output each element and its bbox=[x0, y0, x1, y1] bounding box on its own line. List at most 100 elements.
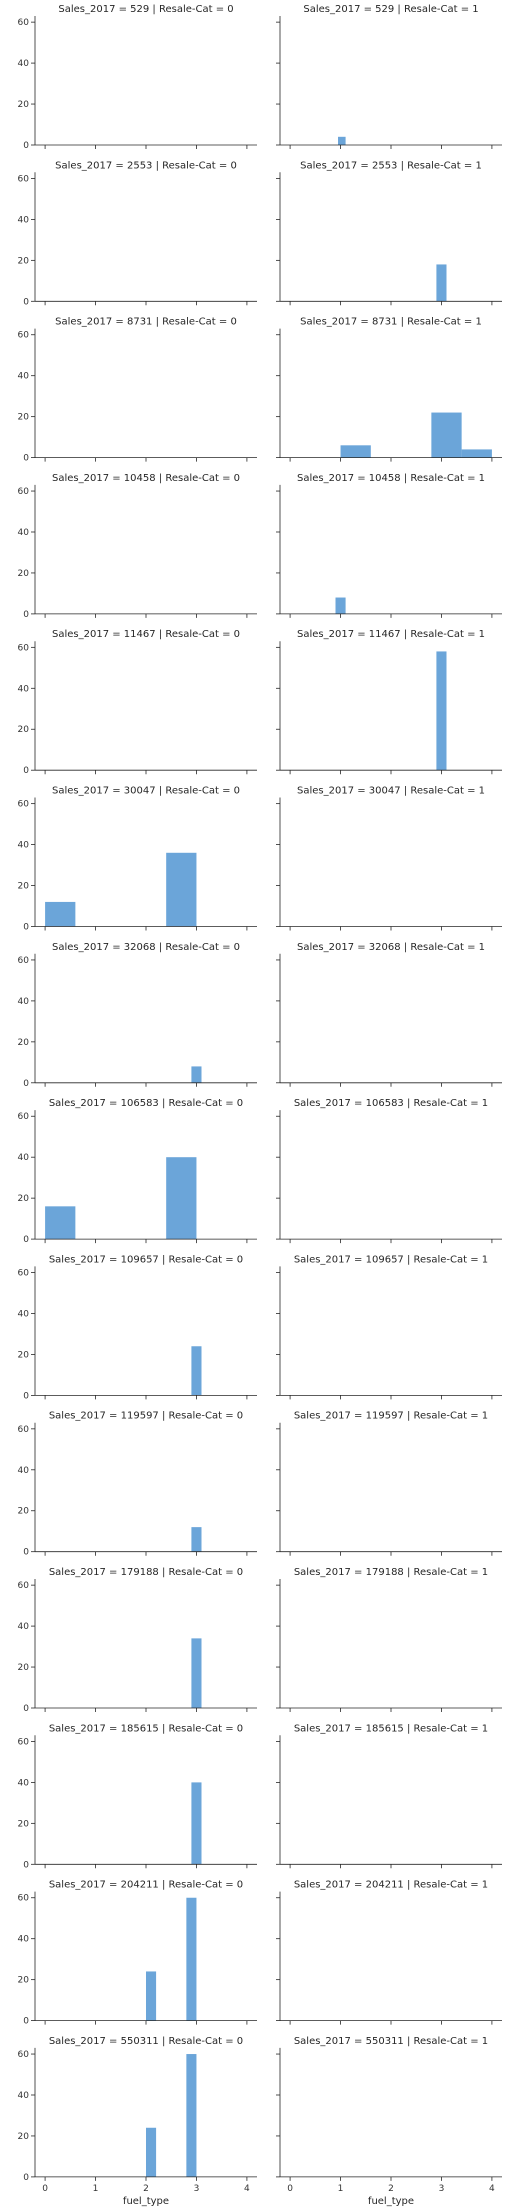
histogram-bar bbox=[461, 449, 492, 458]
histogram-bar bbox=[146, 1971, 157, 2021]
y-tick-label: 0 bbox=[23, 1391, 29, 1401]
histogram-bar bbox=[166, 852, 197, 927]
y-tick-label: 20 bbox=[18, 1038, 30, 1048]
panel-title: Sales_2017 = 185615 | Resale-Cat = 1 bbox=[294, 1723, 488, 1734]
panel-title: Sales_2017 = 30047 | Resale-Cat = 1 bbox=[297, 786, 485, 797]
x-tick-label: 1 bbox=[338, 2184, 344, 2194]
x-tick-label: 1 bbox=[93, 2184, 99, 2194]
y-tick-label: 20 bbox=[18, 882, 30, 892]
y-tick-label: 60 bbox=[18, 1737, 30, 1747]
y-tick-label: 40 bbox=[18, 1466, 30, 1476]
panel-title: Sales_2017 = 8731 | Resale-Cat = 1 bbox=[300, 317, 482, 328]
panel-title: Sales_2017 = 10458 | Resale-Cat = 1 bbox=[297, 473, 485, 484]
panel-title: Sales_2017 = 8731 | Resale-Cat = 0 bbox=[55, 317, 237, 328]
y-tick-label: 0 bbox=[23, 297, 29, 307]
y-tick-label: 0 bbox=[23, 141, 29, 151]
x-tick-label: 0 bbox=[42, 2184, 48, 2194]
y-tick-label: 0 bbox=[23, 1860, 29, 1870]
y-tick-label: 20 bbox=[18, 100, 30, 110]
y-tick-label: 60 bbox=[18, 1269, 30, 1279]
y-tick-label: 0 bbox=[23, 923, 29, 933]
x-tick-label: 3 bbox=[439, 2184, 445, 2194]
panel-title: Sales_2017 = 119597 | Resale-Cat = 0 bbox=[49, 1411, 243, 1422]
histogram-bar bbox=[191, 1782, 202, 1865]
x-axis-label: fuel_type bbox=[368, 2196, 414, 2207]
x-tick-label: 2 bbox=[388, 2184, 394, 2194]
histogram-bar bbox=[191, 1527, 202, 1552]
y-tick-label: 60 bbox=[18, 1425, 30, 1435]
panel-title: Sales_2017 = 550311 | Resale-Cat = 0 bbox=[49, 2036, 243, 2047]
histogram-bar bbox=[166, 1157, 197, 1240]
x-tick-label: 2 bbox=[143, 2184, 149, 2194]
y-tick-label: 20 bbox=[18, 256, 30, 266]
panel-title: Sales_2017 = 179188 | Resale-Cat = 0 bbox=[49, 1567, 243, 1578]
y-tick-label: 0 bbox=[23, 1079, 29, 1089]
histogram-bar bbox=[45, 901, 76, 927]
histogram-bar bbox=[191, 1066, 202, 1083]
panel-title: Sales_2017 = 529 | Resale-Cat = 1 bbox=[303, 4, 478, 15]
x-axis-label: fuel_type bbox=[123, 2196, 169, 2207]
histogram-bar bbox=[191, 1346, 202, 1396]
y-tick-label: 0 bbox=[23, 2017, 29, 2027]
panel-title: Sales_2017 = 109657 | Resale-Cat = 0 bbox=[49, 1254, 243, 1265]
y-tick-label: 0 bbox=[23, 454, 29, 464]
panel-title: Sales_2017 = 204211 | Resale-Cat = 0 bbox=[49, 1880, 243, 1891]
y-tick-label: 20 bbox=[18, 1663, 30, 1673]
histogram-bar bbox=[186, 2054, 197, 2177]
y-tick-label: 60 bbox=[18, 1112, 30, 1122]
y-tick-label: 40 bbox=[18, 1153, 30, 1163]
panel-title: Sales_2017 = 30047 | Resale-Cat = 0 bbox=[52, 786, 240, 797]
y-tick-label: 40 bbox=[18, 997, 30, 1007]
y-tick-label: 0 bbox=[23, 766, 29, 776]
histogram-bar bbox=[436, 651, 447, 771]
histogram-bar bbox=[335, 597, 346, 614]
panel-title: Sales_2017 = 204211 | Resale-Cat = 1 bbox=[294, 1880, 488, 1891]
y-tick-label: 40 bbox=[18, 2091, 30, 2101]
panel-title: Sales_2017 = 10458 | Resale-Cat = 0 bbox=[52, 473, 240, 484]
panel-title: Sales_2017 = 2553 | Resale-Cat = 1 bbox=[300, 160, 482, 171]
y-tick-label: 60 bbox=[18, 487, 30, 497]
y-tick-label: 20 bbox=[18, 1976, 30, 1986]
y-tick-label: 40 bbox=[18, 1778, 30, 1788]
y-tick-label: 20 bbox=[18, 1819, 30, 1829]
y-tick-label: 0 bbox=[23, 610, 29, 620]
y-tick-label: 20 bbox=[18, 1507, 30, 1517]
panel-title: Sales_2017 = 11467 | Resale-Cat = 1 bbox=[297, 629, 485, 640]
y-tick-label: 20 bbox=[18, 569, 30, 579]
y-tick-label: 20 bbox=[18, 2132, 30, 2142]
panel-title: Sales_2017 = 106583 | Resale-Cat = 1 bbox=[294, 1098, 488, 1109]
y-tick-label: 60 bbox=[18, 18, 30, 28]
y-tick-label: 40 bbox=[18, 215, 30, 225]
panel-title: Sales_2017 = 185615 | Resale-Cat = 0 bbox=[49, 1723, 243, 1734]
y-tick-label: 0 bbox=[23, 1704, 29, 1714]
panel-title: Sales_2017 = 11467 | Resale-Cat = 0 bbox=[52, 629, 240, 640]
histogram-bar bbox=[186, 1897, 197, 2021]
y-tick-label: 60 bbox=[18, 1581, 30, 1591]
x-tick-label: 4 bbox=[489, 2184, 495, 2194]
y-tick-label: 40 bbox=[18, 59, 30, 69]
histogram-bar bbox=[45, 1206, 76, 1240]
panel-title: Sales_2017 = 32068 | Resale-Cat = 0 bbox=[52, 942, 240, 953]
y-tick-label: 20 bbox=[18, 725, 30, 735]
panel-title: Sales_2017 = 106583 | Resale-Cat = 0 bbox=[49, 1098, 243, 1109]
panel-title: Sales_2017 = 32068 | Resale-Cat = 1 bbox=[297, 942, 485, 953]
x-tick-label: 4 bbox=[244, 2184, 250, 2194]
histogram-bar bbox=[340, 445, 371, 458]
y-tick-label: 60 bbox=[18, 643, 30, 653]
y-tick-label: 40 bbox=[18, 841, 30, 851]
histogram-bar bbox=[436, 264, 447, 302]
panel-title: Sales_2017 = 550311 | Resale-Cat = 1 bbox=[294, 2036, 488, 2047]
panel-title: Sales_2017 = 119597 | Resale-Cat = 1 bbox=[294, 1411, 488, 1422]
x-tick-label: 3 bbox=[194, 2184, 200, 2194]
histogram-bar bbox=[191, 1638, 202, 1708]
y-tick-label: 20 bbox=[18, 413, 30, 423]
y-tick-label: 40 bbox=[18, 1622, 30, 1632]
histogram-bar bbox=[338, 136, 346, 145]
panel-title: Sales_2017 = 109657 | Resale-Cat = 1 bbox=[294, 1254, 488, 1265]
panel-title: Sales_2017 = 529 | Resale-Cat = 0 bbox=[58, 4, 233, 15]
y-tick-label: 40 bbox=[18, 684, 30, 694]
y-tick-label: 40 bbox=[18, 1309, 30, 1319]
y-tick-label: 40 bbox=[18, 372, 30, 382]
y-tick-label: 0 bbox=[23, 1548, 29, 1558]
